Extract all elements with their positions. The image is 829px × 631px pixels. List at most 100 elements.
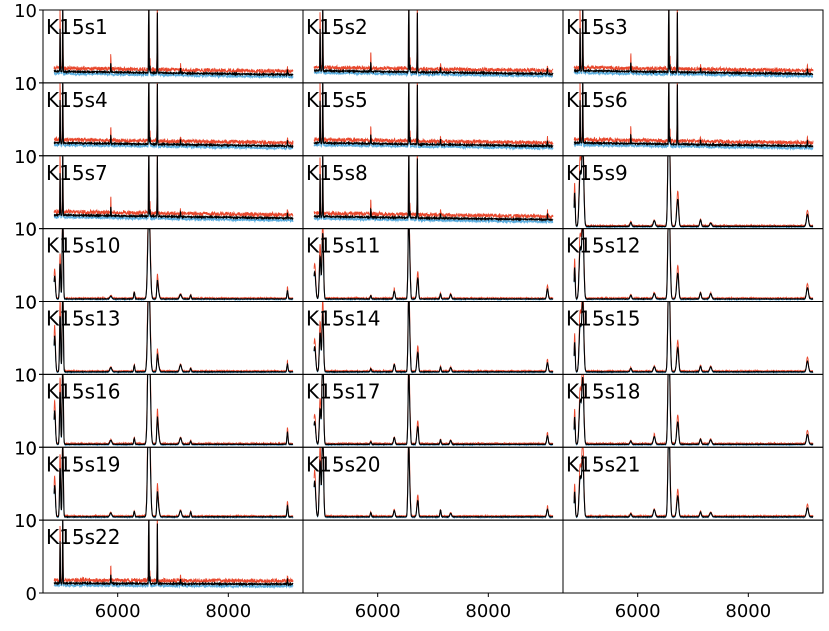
x-tick-label: 6000 bbox=[95, 601, 141, 622]
median-spectrum-line bbox=[53, 155, 294, 221]
panel-label: K15s16 bbox=[46, 379, 120, 403]
median-spectrum-line bbox=[313, 301, 554, 374]
panel-label: K15s14 bbox=[306, 307, 380, 331]
spectrum-panel: K15s12 bbox=[562, 228, 824, 302]
median-spectrum-line bbox=[573, 82, 814, 149]
x-tick-label: 6000 bbox=[615, 601, 661, 622]
x-tick-label: 8000 bbox=[205, 601, 251, 622]
spectrum-panel: K15s17 bbox=[302, 373, 564, 448]
panel-label: K15s12 bbox=[566, 234, 640, 258]
spectrum-panel: K15s15 bbox=[562, 301, 824, 375]
upper-envelope-line bbox=[573, 10, 814, 74]
spectrum-panel: K15s2 bbox=[302, 9, 564, 84]
upper-envelope-line bbox=[313, 10, 554, 74]
spectrum-panel: K15s3 bbox=[562, 9, 824, 84]
upper-envelope-line bbox=[53, 520, 294, 585]
lower-envelope-line bbox=[53, 155, 294, 224]
median-spectrum-line bbox=[313, 10, 554, 77]
panel-label: K15s9 bbox=[566, 161, 628, 185]
panel-label: K15s4 bbox=[46, 88, 108, 112]
y-tick-label: 10 bbox=[14, 1, 37, 22]
median-spectrum-line bbox=[573, 155, 814, 228]
panel-label: K15s6 bbox=[566, 88, 628, 112]
y-tick-label: 0 bbox=[26, 74, 37, 95]
median-spectrum-line bbox=[53, 82, 294, 149]
panel-label: K15s1 bbox=[46, 15, 108, 39]
median-spectrum-line bbox=[313, 447, 554, 519]
median-spectrum-line bbox=[573, 10, 814, 77]
y-tick-label: 0 bbox=[26, 365, 37, 386]
panel-label: K15s10 bbox=[46, 234, 120, 258]
y-tick-label: 0 bbox=[26, 584, 37, 605]
y-tick-label: 10 bbox=[14, 220, 37, 241]
spectrum-panel: K15s6 bbox=[562, 82, 824, 157]
panel-label: K15s17 bbox=[306, 379, 380, 403]
upper-envelope-line bbox=[53, 10, 294, 75]
median-spectrum-line bbox=[313, 82, 554, 149]
median-spectrum-line bbox=[53, 301, 294, 374]
panel-label: K15s7 bbox=[46, 161, 108, 185]
median-spectrum-line bbox=[53, 228, 294, 301]
y-tick-label: 10 bbox=[14, 365, 37, 386]
empty-panel-frame bbox=[562, 519, 824, 594]
median-spectrum-line bbox=[573, 301, 814, 374]
spectrum-panel: K15s11 bbox=[302, 228, 564, 302]
upper-envelope-line bbox=[573, 82, 814, 146]
median-spectrum-line bbox=[573, 374, 814, 446]
panel-label: K15s8 bbox=[306, 161, 368, 185]
spectrum-panel: K15s14 bbox=[302, 301, 564, 375]
median-spectrum-line bbox=[313, 155, 554, 223]
y-tick-label: 0 bbox=[26, 293, 37, 314]
median-spectrum-line bbox=[573, 228, 814, 301]
spectrum-panel: K15s20 bbox=[302, 446, 564, 521]
panel-label: K15s18 bbox=[566, 379, 640, 403]
x-tick-label: 8000 bbox=[725, 601, 771, 622]
panel-label: K15s22 bbox=[46, 525, 120, 549]
y-tick-label: 10 bbox=[14, 147, 37, 168]
panel-label: K15s21 bbox=[566, 452, 640, 476]
spectrum-panel: K15s18 bbox=[562, 373, 824, 448]
median-spectrum-line bbox=[313, 374, 554, 446]
lower-envelope-line bbox=[313, 155, 554, 225]
spectrum-panel: K15s5 bbox=[302, 82, 564, 157]
lower-envelope-line bbox=[573, 10, 814, 80]
panel-label: K15s13 bbox=[46, 307, 120, 331]
median-spectrum-line bbox=[313, 228, 554, 301]
median-spectrum-line bbox=[573, 447, 814, 519]
x-tick-label: 6000 bbox=[355, 601, 401, 622]
empty-panel-frame bbox=[302, 519, 564, 594]
panel-label: K15s11 bbox=[306, 234, 380, 258]
spectrum-panel: K15s8 bbox=[302, 155, 564, 230]
panel-label: K15s15 bbox=[566, 307, 640, 331]
lower-envelope-line bbox=[53, 10, 294, 80]
median-spectrum-line bbox=[53, 10, 294, 78]
y-tick-label: 10 bbox=[14, 293, 37, 314]
spectrum-panel: K15s9 bbox=[562, 155, 824, 230]
x-tick-label: 8000 bbox=[465, 601, 511, 622]
lower-envelope-line bbox=[53, 82, 294, 151]
upper-envelope-line bbox=[53, 155, 294, 219]
spectrum-panel: K15s21 bbox=[562, 446, 824, 521]
y-tick-label: 0 bbox=[26, 511, 37, 532]
panel-label: K15s3 bbox=[566, 15, 628, 39]
upper-envelope-line bbox=[313, 447, 554, 519]
y-tick-label: 0 bbox=[26, 147, 37, 168]
lower-envelope-line bbox=[313, 82, 554, 151]
y-tick-label: 0 bbox=[26, 220, 37, 241]
y-tick-label: 0 bbox=[26, 438, 37, 459]
upper-envelope-line bbox=[573, 228, 814, 301]
panel-label: K15s5 bbox=[306, 88, 368, 112]
upper-envelope-line bbox=[313, 155, 554, 220]
panel-label: K15s20 bbox=[306, 452, 380, 476]
median-spectrum-line bbox=[53, 374, 294, 446]
spectrum-panel: K15s1 0 10 bbox=[14, 1, 304, 95]
y-tick-label: 10 bbox=[14, 511, 37, 532]
